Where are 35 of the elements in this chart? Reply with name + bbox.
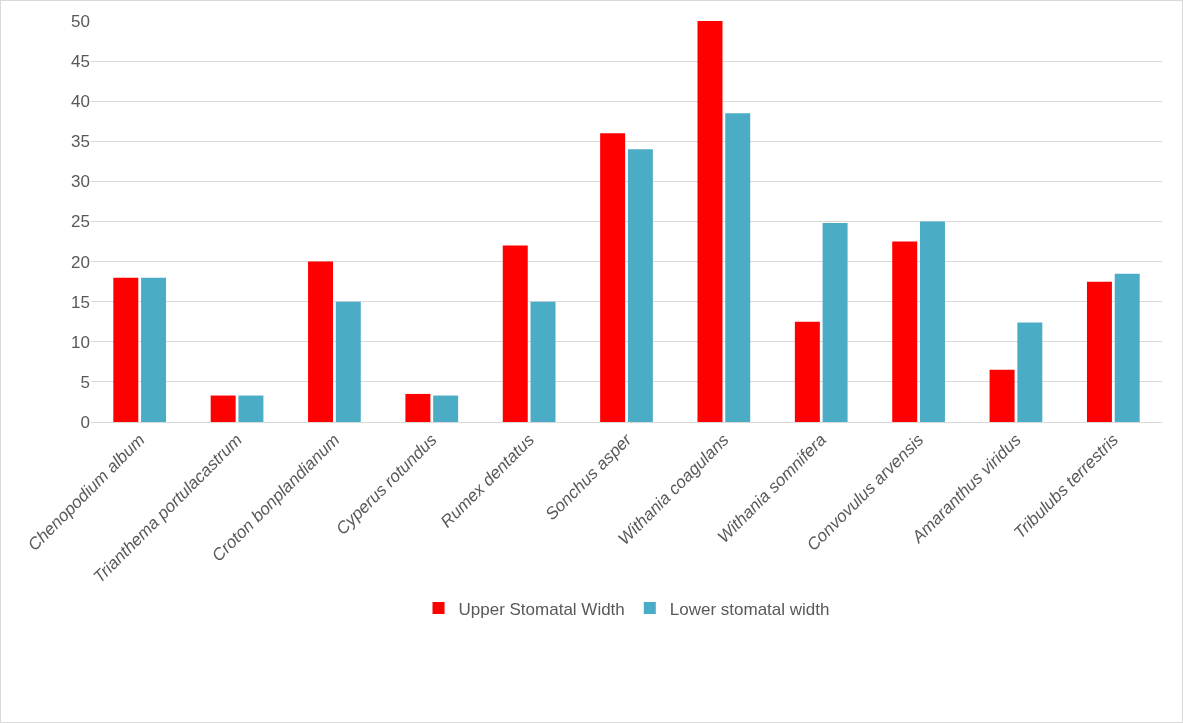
y-tick-label: 5 <box>80 372 90 392</box>
bar <box>433 395 459 422</box>
y-tick-label: 20 <box>71 252 90 272</box>
bar <box>210 395 236 422</box>
bar <box>1086 281 1112 422</box>
bar <box>919 221 945 422</box>
bar <box>405 393 431 422</box>
y-tick-label: 30 <box>71 172 90 192</box>
y-tick-label: 10 <box>71 332 90 352</box>
y-tick-label: 45 <box>71 52 90 72</box>
y-tick-label: 35 <box>71 132 90 152</box>
bar <box>1017 322 1043 422</box>
bar <box>697 21 723 422</box>
bar <box>1114 273 1140 422</box>
bar <box>794 321 820 422</box>
legend-label: Upper Stomatal Width <box>458 599 625 619</box>
bar <box>822 223 848 422</box>
y-tick-label: 40 <box>71 92 90 112</box>
bar <box>141 277 167 422</box>
bar <box>892 241 918 422</box>
bar <box>113 277 139 422</box>
bar <box>530 301 556 422</box>
bar <box>238 395 264 422</box>
y-tick-label: 25 <box>71 212 90 232</box>
bar <box>600 133 626 422</box>
bar <box>308 261 334 422</box>
y-tick-label: 15 <box>71 292 90 312</box>
y-tick-label: 0 <box>80 412 90 432</box>
bar <box>502 245 528 422</box>
y-tick-label: 50 <box>71 11 90 31</box>
bar <box>725 113 751 422</box>
bar <box>627 149 653 422</box>
bar <box>335 301 361 422</box>
legend-label: Lower stomatal width <box>669 599 830 619</box>
bar <box>989 369 1015 422</box>
